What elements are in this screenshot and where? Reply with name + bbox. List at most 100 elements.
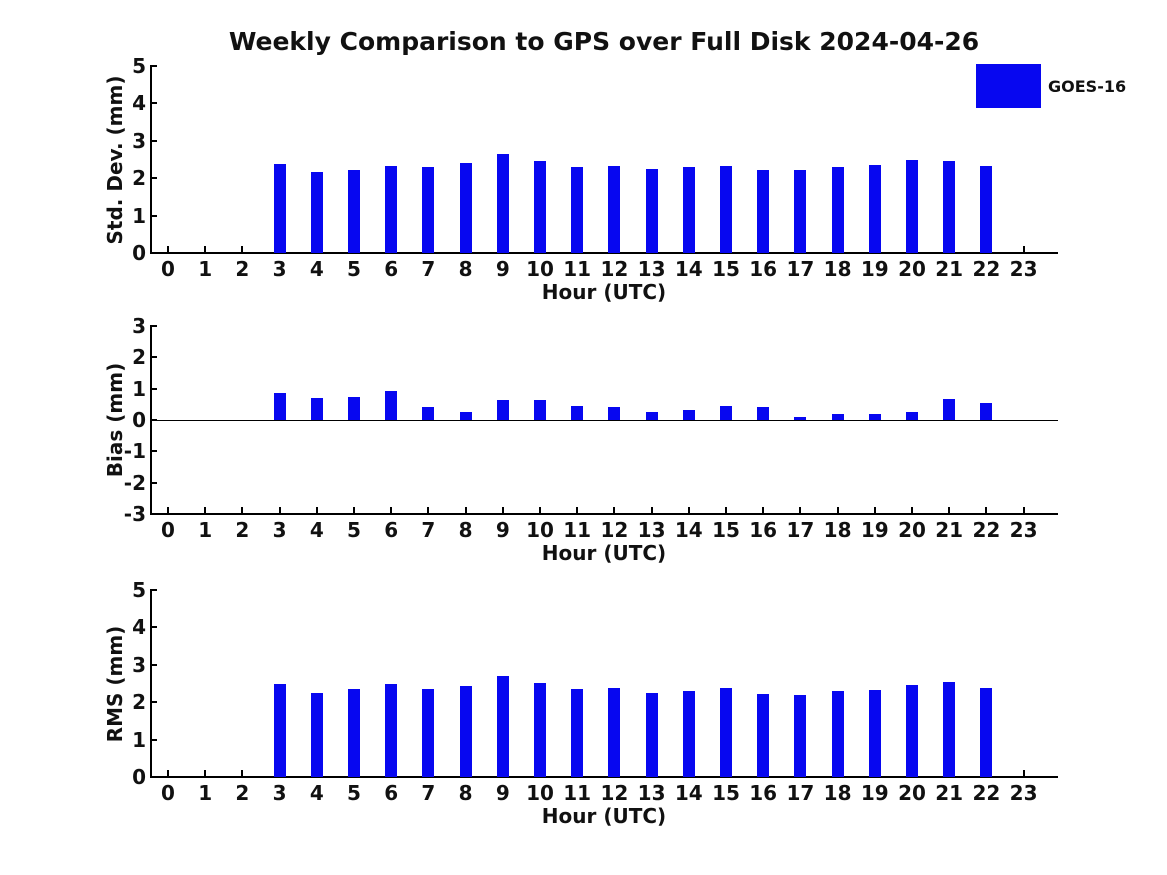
x-tick	[241, 246, 244, 253]
bar	[348, 689, 360, 777]
x-tick	[985, 507, 988, 514]
bar	[608, 166, 620, 253]
x-tick-label: 22	[972, 257, 1001, 281]
bar	[646, 412, 658, 420]
x-tick	[315, 507, 318, 514]
legend-label-goes16: GOES-16	[1048, 77, 1127, 96]
bar	[385, 391, 397, 420]
y-tick-label: -3	[123, 502, 146, 526]
x-tick-label: 20	[898, 781, 926, 805]
x-tick-label: 13	[637, 257, 666, 281]
x-tick	[613, 507, 616, 514]
bar	[943, 399, 955, 420]
x-tick-label: 3	[272, 257, 287, 281]
x-tick	[464, 507, 467, 514]
bar	[906, 412, 918, 420]
x-tick-label: 15	[712, 518, 740, 542]
legend-swatch-goes16	[976, 64, 1041, 108]
x-tick-label: 21	[935, 518, 964, 542]
bar	[274, 393, 286, 420]
x-tick-label: 1	[198, 781, 213, 805]
bar	[906, 160, 918, 253]
y-tick	[150, 738, 157, 741]
bar	[497, 154, 509, 253]
bar	[646, 169, 658, 253]
y-tick-label: 5	[132, 578, 146, 602]
x-tick-label: 16	[749, 257, 778, 281]
x-tick	[762, 507, 765, 514]
x-tick-label: 2	[235, 518, 250, 542]
y-tick-label: 0	[132, 408, 146, 432]
x-tick-label: 9	[495, 518, 510, 542]
bar	[274, 164, 286, 253]
y-tick-label: 3	[132, 128, 146, 153]
bar	[980, 688, 992, 777]
x-tick-label: 10	[526, 518, 554, 542]
bar	[646, 693, 658, 777]
x-tick-label: 11	[563, 518, 592, 542]
y-tick-label: 5	[132, 54, 146, 78]
bar	[943, 682, 955, 777]
y-tick	[150, 387, 157, 390]
bar	[608, 688, 620, 777]
y-tick-label: 3	[132, 652, 146, 677]
bar	[311, 398, 323, 420]
y-axis-line	[150, 590, 152, 777]
x-tick	[204, 770, 207, 777]
x-tick	[650, 507, 653, 514]
x-tick-label: 12	[600, 781, 629, 805]
bar	[794, 170, 806, 253]
x-tick	[167, 507, 169, 514]
y-tick	[150, 139, 157, 142]
x-tick	[1022, 507, 1025, 514]
x-tick-label: 13	[637, 781, 666, 805]
x-axis-label: Hour (UTC)	[541, 804, 667, 828]
bar	[571, 406, 583, 420]
y-tick-label: 1	[132, 203, 146, 228]
y-axis-label: RMS (mm)	[103, 625, 127, 742]
y-tick	[150, 214, 157, 217]
x-tick-label: 13	[637, 518, 666, 542]
bar	[311, 693, 323, 777]
x-tick	[501, 507, 504, 514]
y-tick	[150, 701, 157, 704]
x-tick	[353, 507, 355, 514]
x-tick-label: 1	[198, 257, 213, 281]
y-tick	[150, 252, 157, 254]
bar	[869, 165, 881, 253]
x-tick-label: 3	[272, 781, 287, 805]
x-tick-label: 23	[1009, 257, 1038, 281]
bar	[460, 163, 472, 253]
x-tick-label: 6	[384, 781, 399, 805]
x-tick-label: 0	[161, 257, 175, 281]
x-tick-label: 15	[712, 257, 740, 281]
x-tick	[241, 507, 244, 514]
x-tick-label: 21	[935, 781, 964, 805]
x-tick-label: 2	[235, 781, 250, 805]
x-tick-label: 23	[1009, 518, 1038, 542]
x-tick-label: 14	[674, 781, 703, 805]
bar	[720, 406, 732, 420]
y-tick	[150, 663, 157, 666]
bar	[720, 688, 732, 777]
x-tick	[576, 507, 579, 514]
bar	[497, 676, 509, 777]
x-tick	[836, 507, 839, 514]
x-tick-label: 19	[860, 781, 889, 805]
x-tick-label: 4	[309, 257, 324, 281]
x-axis-label: Hour (UTC)	[541, 280, 667, 304]
bar	[534, 400, 546, 420]
zero-line	[150, 420, 1058, 421]
x-tick-label: 7	[421, 518, 436, 542]
y-tick	[150, 513, 157, 515]
x-tick-label: 12	[600, 518, 629, 542]
x-tick-label: 14	[674, 518, 703, 542]
y-tick	[150, 776, 157, 778]
bar	[422, 407, 434, 420]
y-tick-label: 2	[132, 345, 146, 370]
y-axis-label: Std. Dev. (mm)	[103, 75, 127, 244]
bar	[757, 694, 769, 777]
x-tick-label: 9	[495, 257, 510, 281]
x-tick	[687, 507, 690, 514]
x-tick-label: 17	[786, 257, 815, 281]
